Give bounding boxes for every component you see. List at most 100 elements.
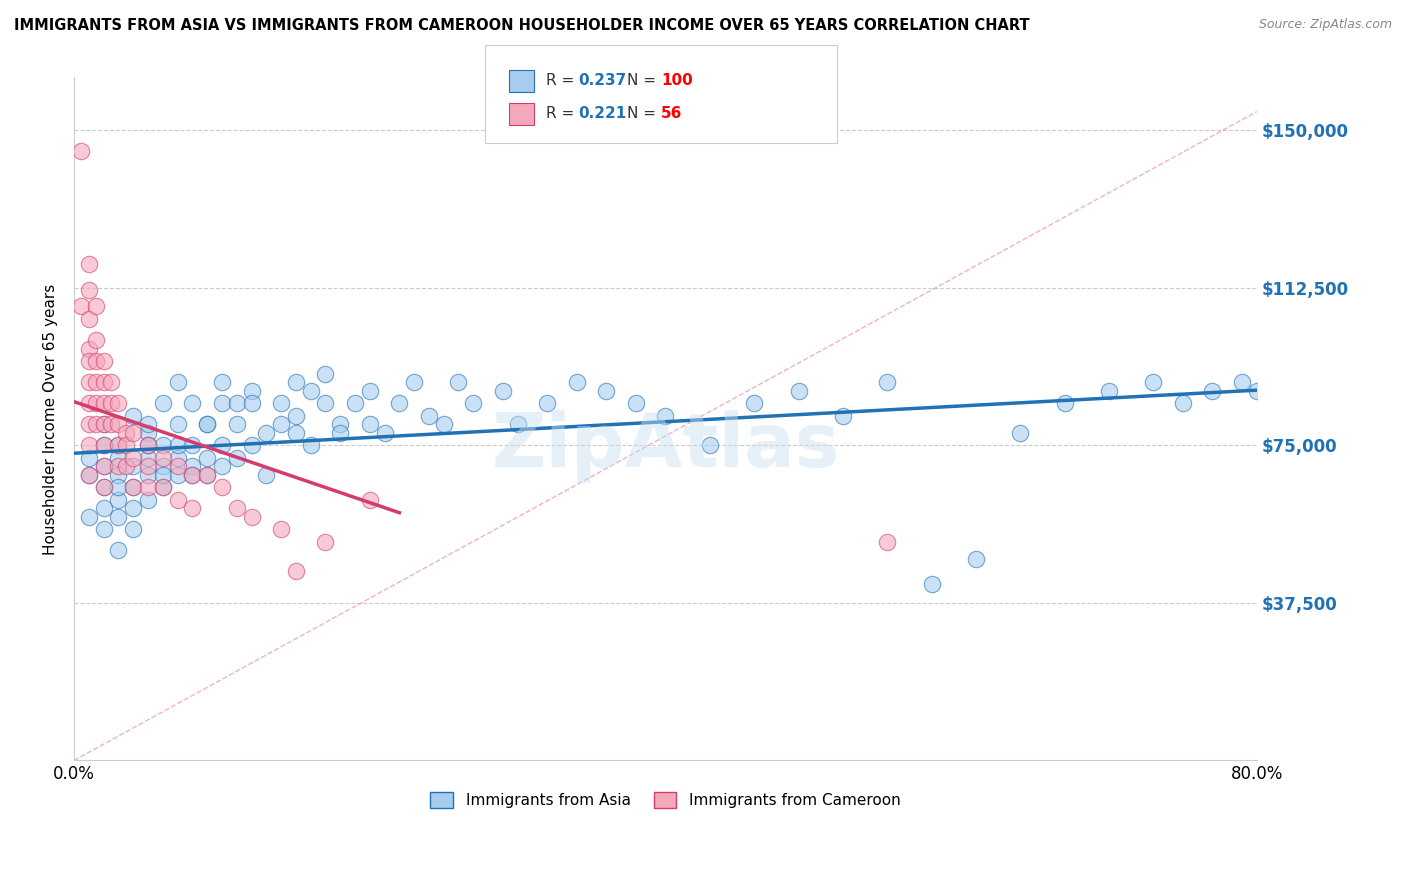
Text: 0.221: 0.221 (578, 106, 626, 120)
Point (181, 459, 204, 474)
Point (107, 450, 129, 465)
Point (195, 417, 218, 432)
Point (1246, 384, 1268, 398)
Point (77, 312, 100, 326)
Point (100, 417, 122, 432)
Point (1098, 384, 1121, 398)
Point (122, 425, 145, 440)
Text: N =: N = (627, 73, 661, 87)
Point (107, 467, 129, 482)
Point (136, 467, 159, 482)
Point (136, 417, 159, 432)
Point (166, 492, 188, 507)
Point (225, 417, 247, 432)
Point (1142, 375, 1164, 389)
Point (270, 522, 292, 536)
Point (100, 375, 122, 389)
Point (225, 396, 247, 410)
Point (166, 375, 188, 389)
Point (787, 384, 810, 398)
Point (115, 438, 138, 452)
Point (270, 396, 292, 410)
Point (181, 467, 204, 482)
Point (742, 396, 765, 410)
Point (181, 396, 204, 410)
Point (314, 367, 336, 381)
Point (77, 509, 100, 524)
Point (254, 425, 277, 440)
Point (136, 425, 159, 440)
Point (699, 438, 721, 452)
Point (329, 425, 352, 440)
Point (195, 467, 218, 482)
Point (211, 438, 233, 452)
Point (84, 396, 107, 410)
Point (93, 459, 115, 474)
Point (84, 354, 107, 368)
Point (1171, 396, 1194, 410)
Point (284, 409, 307, 423)
Point (100, 396, 122, 410)
Point (181, 467, 204, 482)
Point (284, 564, 307, 578)
Point (152, 450, 174, 465)
Point (343, 396, 366, 410)
Point (314, 534, 336, 549)
Point (595, 384, 617, 398)
Point (506, 417, 529, 432)
Point (122, 450, 145, 465)
Point (152, 459, 174, 474)
Point (195, 450, 218, 465)
Point (84, 375, 107, 389)
Point (195, 467, 218, 482)
Point (84, 300, 107, 314)
Point (122, 409, 145, 423)
Point (77, 438, 100, 452)
Point (374, 425, 396, 440)
Point (93, 522, 115, 536)
Point (270, 417, 292, 432)
Point (122, 501, 145, 516)
Point (447, 375, 470, 389)
Text: ZipAtlas: ZipAtlas (491, 409, 839, 483)
Point (136, 492, 159, 507)
Point (107, 396, 129, 410)
Point (181, 501, 204, 516)
Point (93, 396, 115, 410)
Point (284, 375, 307, 389)
Point (70, 300, 93, 314)
Point (225, 450, 247, 465)
Point (93, 438, 115, 452)
Point (831, 409, 853, 423)
Point (152, 396, 174, 410)
Point (211, 375, 233, 389)
Point (84, 333, 107, 347)
Point (77, 354, 100, 368)
Point (418, 409, 440, 423)
Point (152, 467, 174, 482)
Point (166, 450, 188, 465)
Point (77, 283, 100, 297)
Point (876, 375, 898, 389)
Point (388, 396, 411, 410)
Point (211, 459, 233, 474)
Point (77, 450, 100, 465)
Point (107, 438, 129, 452)
Point (921, 577, 943, 591)
Point (225, 501, 247, 516)
Point (359, 492, 381, 507)
Point (93, 459, 115, 474)
Text: 100: 100 (661, 73, 693, 87)
Point (1053, 396, 1076, 410)
Point (93, 480, 115, 494)
Legend: Immigrants from Asia, Immigrants from Cameroon: Immigrants from Asia, Immigrants from Ca… (425, 786, 907, 814)
Point (77, 257, 100, 271)
Point (492, 384, 515, 398)
Point (240, 396, 263, 410)
Point (299, 384, 322, 398)
Point (284, 425, 307, 440)
Point (876, 534, 898, 549)
Point (77, 396, 100, 410)
Point (122, 480, 145, 494)
Text: IMMIGRANTS FROM ASIA VS IMMIGRANTS FROM CAMEROON HOUSEHOLDER INCOME OVER 65 YEAR: IMMIGRANTS FROM ASIA VS IMMIGRANTS FROM … (14, 18, 1029, 33)
